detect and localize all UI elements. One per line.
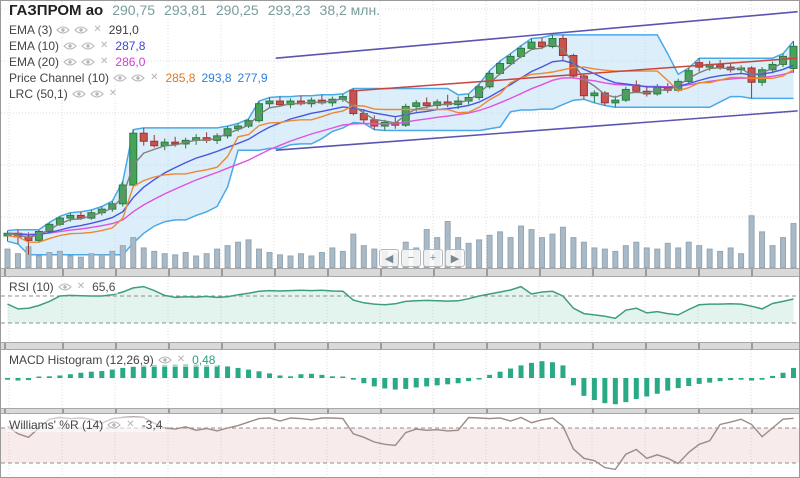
pan-right-button[interactable]: ▶ bbox=[445, 249, 465, 267]
indicator-value: 0,48 bbox=[192, 352, 216, 367]
zoom-in-button[interactable]: + bbox=[423, 249, 443, 267]
indicator-value: 285,8 bbox=[165, 70, 196, 85]
rsi-legend: RSI (10) ✕ 65,6 bbox=[6, 279, 119, 294]
close-icon[interactable]: ✕ bbox=[108, 88, 118, 99]
close-icon[interactable]: ✕ bbox=[176, 354, 186, 365]
close-icon[interactable]: ✕ bbox=[150, 72, 159, 83]
williams-r-legend: Williams' %R (14) ✕ -3,4 bbox=[6, 417, 166, 432]
eye-icon[interactable] bbox=[131, 73, 145, 83]
indicator-value: 65,6 bbox=[92, 279, 116, 294]
legend-row-ema3: EMA (3) ✕ 291,0 bbox=[6, 22, 142, 37]
eye-icon[interactable] bbox=[107, 420, 122, 430]
eye-icon[interactable] bbox=[71, 89, 86, 99]
indicator-label: EMA (20) bbox=[9, 54, 60, 69]
zoom-out-button[interactable]: − bbox=[401, 249, 421, 267]
indicator-label: RSI (10) bbox=[9, 279, 54, 294]
eye-icon[interactable] bbox=[81, 57, 95, 67]
legend-row-price-channel: Price Channel (10) ✕ 285,8 293,8 277,9 bbox=[6, 70, 271, 85]
main-price-panel bbox=[1, 1, 800, 268]
ohlc-high: 293,81 bbox=[164, 2, 207, 18]
indicator-value: 286,0 bbox=[115, 54, 146, 69]
panel-separator[interactable] bbox=[1, 408, 799, 414]
indicator-value: 293,8 bbox=[201, 70, 232, 85]
indicator-value: -3,4 bbox=[141, 417, 163, 432]
eye-icon[interactable] bbox=[74, 25, 89, 35]
chart-nav-buttons: ◀ − + ▶ bbox=[379, 249, 465, 267]
close-icon[interactable]: ✕ bbox=[93, 24, 102, 35]
macd-chart-canvas[interactable] bbox=[1, 350, 800, 408]
eye-icon[interactable] bbox=[63, 57, 77, 67]
main-chart-canvas[interactable] bbox=[1, 1, 800, 268]
eye-icon[interactable] bbox=[63, 41, 77, 51]
close-icon[interactable]: ✕ bbox=[100, 40, 109, 51]
eye-icon[interactable] bbox=[81, 41, 95, 51]
indicator-label: EMA (10) bbox=[9, 38, 60, 53]
ohlc-close: 293,23 bbox=[267, 2, 311, 18]
pan-left-button[interactable]: ◀ bbox=[379, 249, 399, 267]
instrument-name: ГАЗПРОМ ао bbox=[9, 2, 104, 19]
eye-icon[interactable] bbox=[57, 282, 72, 292]
rsi-panel bbox=[1, 277, 800, 342]
indicator-value: 287,8 bbox=[115, 38, 146, 53]
williams-r-chart-canvas[interactable] bbox=[1, 414, 800, 478]
eye-icon[interactable] bbox=[113, 73, 127, 83]
instrument-header: ГАЗПРОМ ао 290,75 293,81 290,25 293,23 3… bbox=[6, 2, 384, 19]
legend-row-ema10: EMA (10) ✕ 287,8 bbox=[6, 38, 149, 53]
williams-r-panel bbox=[1, 414, 800, 478]
indicator-label: LRC (50,1) bbox=[9, 86, 68, 101]
close-icon[interactable]: ✕ bbox=[100, 56, 109, 67]
eye-icon[interactable] bbox=[158, 355, 172, 365]
indicator-value: 291,0 bbox=[108, 22, 139, 37]
macd-legend: MACD Histogram (12,26,9) ✕ 0,48 bbox=[6, 352, 219, 367]
indicator-value: 277,9 bbox=[237, 70, 268, 85]
close-icon[interactable]: ✕ bbox=[76, 281, 86, 292]
legend-row-ema20: EMA (20) ✕ 286,0 bbox=[6, 54, 149, 69]
indicator-label: Williams' %R (14) bbox=[9, 417, 104, 432]
eye-icon[interactable] bbox=[56, 25, 71, 35]
eye-icon[interactable] bbox=[89, 89, 104, 99]
panel-separator[interactable] bbox=[1, 268, 799, 277]
bar-volume: 38,2 млн. bbox=[319, 2, 381, 18]
indicator-label: EMA (3) bbox=[9, 22, 53, 37]
ohlc-low: 290,25 bbox=[215, 2, 259, 18]
legend-row-lrc: LRC (50,1) ✕ bbox=[6, 86, 122, 101]
rsi-chart-canvas[interactable] bbox=[1, 277, 800, 342]
indicator-label: MACD Histogram (12,26,9) bbox=[9, 352, 154, 367]
ohlc-open: 290,75 bbox=[112, 2, 156, 18]
close-icon[interactable]: ✕ bbox=[126, 419, 135, 430]
indicator-label: Price Channel (10) bbox=[9, 70, 110, 85]
panel-separator[interactable] bbox=[1, 342, 799, 350]
